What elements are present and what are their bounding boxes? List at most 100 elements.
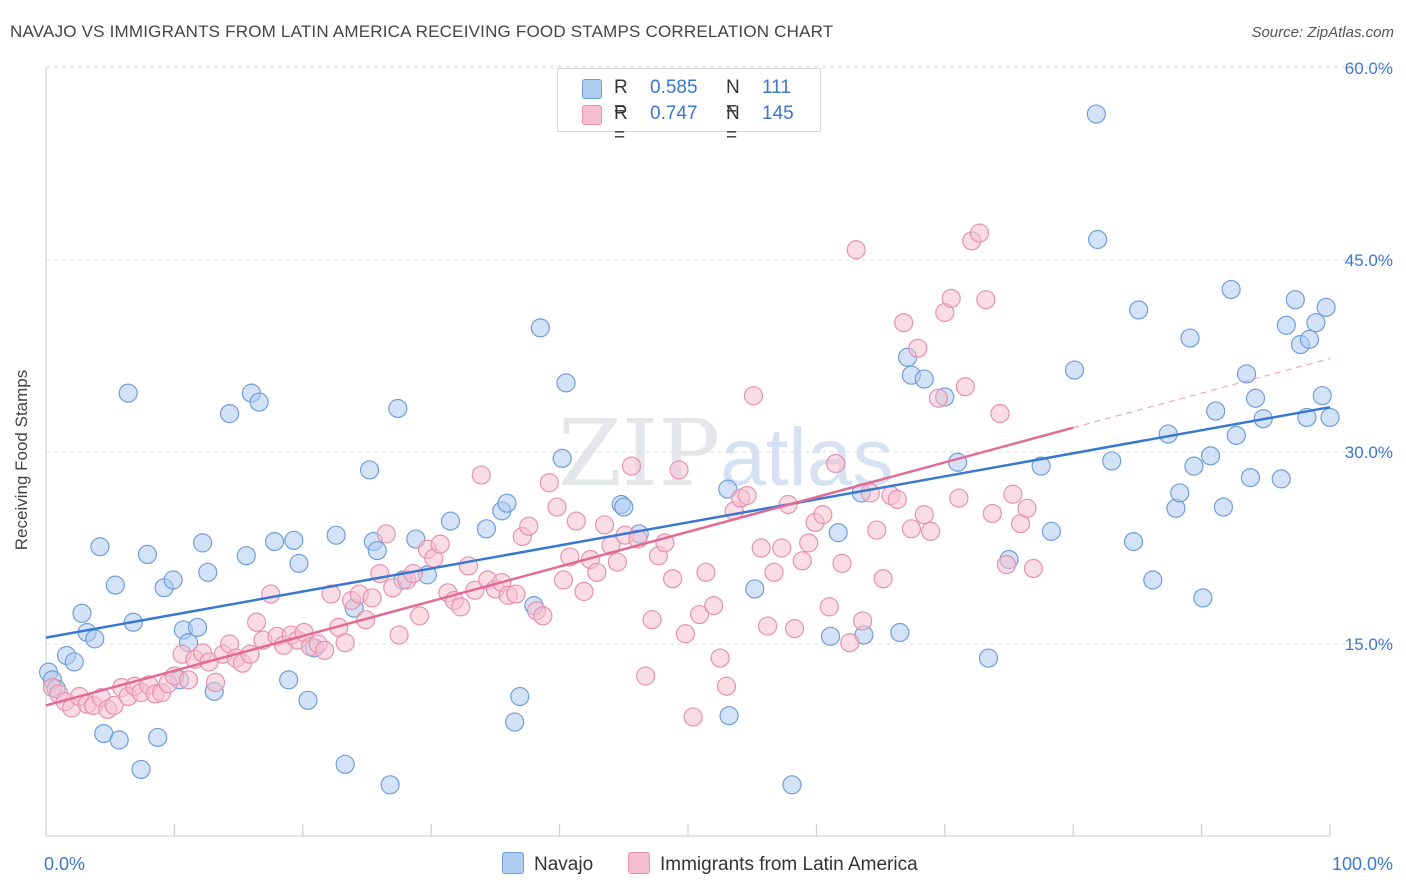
navajo-point — [820, 626, 841, 646]
latin-point — [566, 511, 586, 531]
navajo-point — [85, 629, 105, 649]
y-tick-label: 60.0% — [1345, 59, 1393, 78]
latin-point — [853, 611, 873, 631]
navajo-point — [249, 392, 269, 412]
navajo-point — [1316, 297, 1336, 317]
y-tick-label: 45.0% — [1345, 251, 1393, 270]
navajo-point — [279, 670, 299, 690]
latin-point — [894, 313, 914, 333]
latin-point — [840, 633, 860, 653]
navajo-point — [105, 575, 125, 595]
navajo-swatch — [582, 79, 602, 99]
navajo-point — [264, 531, 285, 552]
latin-point — [533, 606, 553, 626]
navajo-n-value: 111 — [762, 77, 791, 98]
navajo-point — [198, 562, 218, 582]
latin-point — [941, 288, 961, 308]
navajo-point — [1221, 279, 1241, 300]
navajo-point — [109, 730, 129, 750]
latin-point — [574, 581, 594, 602]
navajo-point — [335, 754, 355, 774]
chart-title: NAVAJO VS IMMIGRANTS FROM LATIN AMERICA … — [10, 22, 834, 41]
latin-point — [1003, 484, 1023, 504]
navajo-point — [289, 553, 309, 573]
latin-point — [553, 570, 574, 590]
latin-point — [683, 707, 703, 727]
latin-point — [908, 338, 928, 358]
navajo-point — [978, 648, 999, 668]
latin-point — [976, 290, 996, 310]
latin-point — [758, 616, 778, 636]
navajo-point — [552, 448, 572, 468]
latin-point — [675, 624, 696, 644]
latin-point — [547, 497, 567, 517]
navajo-point — [1312, 386, 1332, 406]
watermark: ZIPatlas — [558, 400, 893, 507]
navajo-point — [1299, 329, 1320, 349]
latin-point — [792, 551, 812, 571]
latin-n-label: N = — [726, 103, 740, 146]
latin-point — [901, 519, 922, 539]
navajo-r-value: 0.585 — [650, 77, 698, 98]
navajo-point — [530, 318, 550, 338]
navajo-point — [1276, 315, 1296, 335]
latin-swatch — [582, 105, 602, 125]
latin-point — [662, 569, 683, 589]
latin-trend-extension — [1073, 357, 1331, 429]
navajo-point — [914, 369, 934, 389]
navajo-point — [1240, 468, 1260, 488]
latin-point — [867, 520, 887, 540]
latin-point — [178, 670, 199, 690]
y-tick-label: 15.0% — [1345, 635, 1393, 654]
navajo-point — [1087, 229, 1108, 250]
navajo-point — [1206, 401, 1226, 421]
latin-point — [642, 610, 662, 630]
latin-point — [772, 538, 792, 558]
navajo-point — [505, 712, 525, 732]
latin-point — [689, 604, 710, 625]
navajo-point — [476, 519, 497, 539]
latin-r-value: 0.747 — [650, 103, 698, 124]
navajo-point — [497, 493, 517, 513]
latin-point — [246, 612, 267, 632]
latin-point — [506, 584, 526, 604]
bottom-navajo-label: Navajo — [534, 854, 594, 875]
latin-point — [819, 597, 839, 617]
navajo-point — [388, 398, 408, 419]
latin-point — [949, 488, 969, 508]
latin-point — [335, 633, 355, 653]
navajo-point — [1031, 456, 1051, 476]
navajo-point — [828, 523, 848, 543]
navajo-point — [380, 775, 400, 795]
navajo-point — [440, 511, 461, 531]
latin-point — [990, 404, 1010, 424]
navajo-point — [1236, 364, 1257, 384]
navajo-point — [1184, 456, 1204, 476]
latin-point — [1017, 498, 1037, 518]
latin-point — [594, 515, 615, 535]
latin-point — [704, 595, 724, 616]
latin-point — [921, 521, 941, 541]
y-axis-label: Receiving Food Stamps — [12, 369, 31, 551]
x-tick-label-min: 0.0% — [44, 854, 85, 874]
latin-point — [846, 240, 866, 260]
latin-point — [430, 534, 450, 554]
bottom-legend-latin: Immigrants from Latin America — [628, 852, 918, 876]
navajo-point — [1306, 313, 1326, 333]
latin-point — [873, 569, 893, 589]
stats-legend: R = 0.585 N = 111 R = 0.747 N = 145 — [557, 68, 821, 146]
navajo-point — [1245, 388, 1266, 408]
latin-point — [764, 562, 784, 582]
latin-point — [636, 666, 656, 686]
latin-point — [669, 460, 689, 480]
latin-point — [519, 516, 539, 536]
navajo-point — [1180, 328, 1200, 348]
navajo-point — [719, 706, 739, 726]
navajo-point — [284, 530, 304, 550]
navajo-point — [163, 570, 183, 590]
navajo-point — [1170, 483, 1190, 503]
latin-point — [710, 648, 730, 668]
navajo-trend-line — [45, 405, 1331, 639]
navajo-point — [782, 775, 802, 795]
